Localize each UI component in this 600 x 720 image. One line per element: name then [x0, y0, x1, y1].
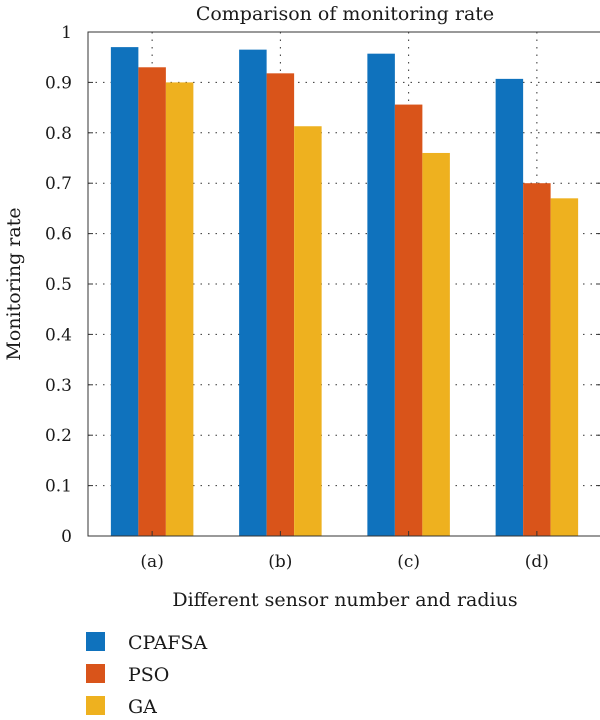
x-tick-label: (d)	[525, 552, 549, 572]
y-tick-label: 0	[61, 527, 72, 547]
bar-pso-0	[138, 67, 166, 536]
x-tick-label: (a)	[140, 552, 163, 572]
legend-label-ga: GA	[128, 696, 157, 718]
bar-pso-1	[266, 73, 295, 536]
bar-ga-1	[294, 126, 322, 537]
legend-swatch-ga	[86, 696, 105, 715]
y-tick-label: 0.3	[45, 376, 72, 396]
legend-swatch-pso	[86, 664, 105, 683]
bar-cpafsa-1	[239, 49, 267, 536]
y-tick-label: 0.2	[45, 426, 72, 446]
x-axis-ticks: (a) (b) (c) (d)	[140, 531, 549, 572]
bar-cpafsa-3	[495, 78, 524, 536]
y-tick-label: 0.1	[45, 477, 72, 497]
bars	[110, 47, 579, 537]
legend-label-cpafsa: CPAFSA	[128, 632, 207, 654]
bar-ga-2	[422, 152, 450, 536]
bar-ga-0	[165, 82, 194, 537]
x-tick-label: (c)	[397, 552, 420, 572]
y-axis-ticks: 0 0.1 0.2 0.3 0.4 0.5 0.6 0.7 0.8 0.9 1	[45, 23, 600, 547]
chart-title: Comparison of monitoring rate	[196, 3, 494, 25]
legend: CPAFSA PSO GA	[86, 632, 207, 718]
legend-label-pso: PSO	[128, 664, 169, 686]
x-axis-title: Different sensor number and radius	[172, 589, 517, 611]
legend-swatch-cpafsa	[86, 632, 105, 651]
bar-cpafsa-0	[110, 47, 139, 537]
bar-pso-3	[523, 183, 551, 536]
y-tick-label: 1	[61, 23, 72, 43]
y-axis-title: Monitoring rate	[3, 207, 25, 360]
y-tick-label: 0.6	[45, 225, 72, 245]
bar-cpafsa-2	[367, 53, 395, 537]
bar-ga-3	[550, 198, 579, 536]
y-tick-label: 0.9	[45, 73, 72, 93]
y-tick-label: 0.5	[45, 275, 72, 295]
y-tick-label: 0.7	[45, 174, 72, 194]
bar-pso-2	[394, 104, 423, 537]
y-tick-label: 0.8	[45, 124, 72, 144]
x-tick-label: (b)	[268, 552, 292, 572]
y-tick-label: 0.4	[45, 325, 72, 345]
